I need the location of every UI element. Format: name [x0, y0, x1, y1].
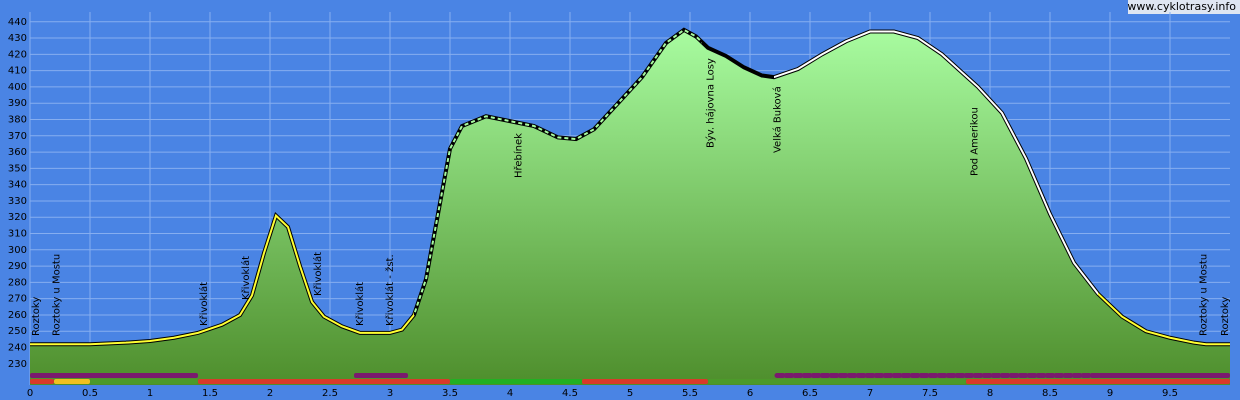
x-tick-label: 3 — [387, 388, 393, 399]
waypoint-label: Roztoky u Mostu — [51, 254, 62, 336]
route-strip — [708, 379, 966, 384]
waypoint-label: Roztoky — [31, 297, 42, 336]
y-tick-label: 420 — [8, 49, 27, 60]
route-strip — [1098, 373, 1230, 378]
y-tick-label: 440 — [8, 17, 27, 28]
x-tick-label: 8 — [987, 388, 993, 399]
route-strip — [450, 379, 582, 384]
y-tick-label: 290 — [8, 261, 27, 272]
x-tick-label: 4.5 — [562, 388, 578, 399]
waypoint-label: Křivoklát — [240, 256, 252, 300]
route-strip — [54, 379, 90, 384]
route-strip — [582, 379, 708, 384]
x-tick-label: 6 — [747, 388, 753, 399]
route-strip — [966, 379, 1230, 384]
watermark-bg — [1128, 0, 1240, 14]
y-tick-label: 410 — [8, 66, 27, 77]
y-tick-label: 270 — [8, 294, 27, 305]
y-tick-label: 380 — [8, 115, 27, 126]
watermark: www.cyklotrasy.info — [1127, 0, 1236, 13]
y-tick-label: 330 — [8, 196, 27, 207]
waypoint-label: Křivoklát — [354, 282, 366, 326]
y-tick-label: 280 — [8, 277, 27, 288]
x-tick-label: 7 — [867, 388, 873, 399]
y-tick-label: 390 — [8, 98, 27, 109]
x-tick-label: 4 — [507, 388, 513, 399]
y-tick-label: 340 — [8, 180, 27, 191]
route-strip — [198, 379, 450, 384]
outline-segment — [774, 30, 1098, 296]
x-tick-label: 5.5 — [682, 388, 698, 399]
waypoint-label: Pod Amerikou — [969, 107, 980, 176]
waypoint-label: Křivoklát — [198, 282, 210, 326]
x-tick-label: 3.5 — [442, 388, 458, 399]
route-strip — [354, 373, 408, 378]
waypoint-label: Hřebínek — [512, 133, 524, 178]
x-tick-label: 0.5 — [82, 388, 98, 399]
y-tick-label: 320 — [8, 212, 27, 223]
y-tick-label: 350 — [8, 163, 27, 174]
waypoint-label: Roztoky — [1220, 297, 1231, 336]
x-tick-label: 9.5 — [1162, 388, 1178, 399]
x-tick-label: 1.5 — [202, 388, 218, 399]
x-tick-label: 2.5 — [322, 388, 338, 399]
y-tick-label: 360 — [8, 147, 27, 158]
x-tick-label: 2 — [267, 388, 273, 399]
route-strip — [90, 379, 198, 384]
waypoint-label: Velká Buková — [772, 86, 784, 153]
y-tick-label: 400 — [8, 82, 27, 93]
y-tick-label: 230 — [8, 359, 27, 370]
route-strip — [30, 379, 54, 384]
y-tick-label: 370 — [8, 131, 27, 142]
x-tick-label: 6.5 — [802, 388, 818, 399]
y-tick-label: 430 — [8, 33, 27, 44]
x-tick-label: 7.5 — [922, 388, 938, 399]
x-tick-label: 1 — [147, 388, 153, 399]
x-tick-label: 0 — [27, 388, 33, 399]
y-tick-label: 310 — [8, 229, 27, 240]
x-tick-label: 8.5 — [1042, 388, 1058, 399]
y-tick-label: 300 — [8, 245, 27, 256]
elevation-area — [30, 29, 1230, 386]
route-strip — [30, 373, 198, 378]
waypoint-label: Býv. hájovna Losy — [704, 58, 716, 148]
outline-segment — [30, 213, 414, 346]
y-tick-label: 240 — [8, 343, 27, 354]
y-tick-label: 250 — [8, 326, 27, 337]
x-tick-label: 5 — [627, 388, 633, 399]
waypoint-label: Křivoklát - žst. — [384, 254, 396, 326]
waypoint-label: Roztoky u Mostu — [1199, 254, 1210, 336]
y-tick-label: 260 — [8, 310, 27, 321]
waypoint-label: Křivoklát — [312, 252, 324, 296]
x-tick-label: 9 — [1107, 388, 1113, 399]
